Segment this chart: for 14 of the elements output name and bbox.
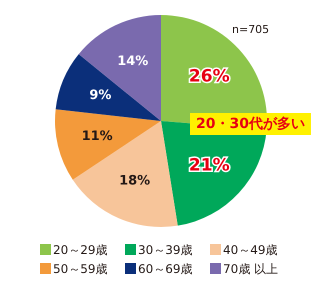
legend-label: 40～49歳 [223,243,278,257]
legend-label: 20～29歳 [53,243,108,257]
legend-label: 50～59歳 [53,262,108,276]
legend-label: 60～69歳 [138,262,193,276]
legend-label: 30～39歳 [138,243,193,257]
data-label: 18% [119,174,150,189]
data-label: 9% [89,88,112,104]
text: n=705 [232,23,270,36]
data-label: 26% [188,66,230,86]
data-label: 11% [82,128,113,144]
legend-label: 70歳 以上 [223,262,278,276]
text: 20・30代が多い [196,116,305,132]
data-label: 14% [117,54,148,70]
data-label: 21% [188,156,230,176]
